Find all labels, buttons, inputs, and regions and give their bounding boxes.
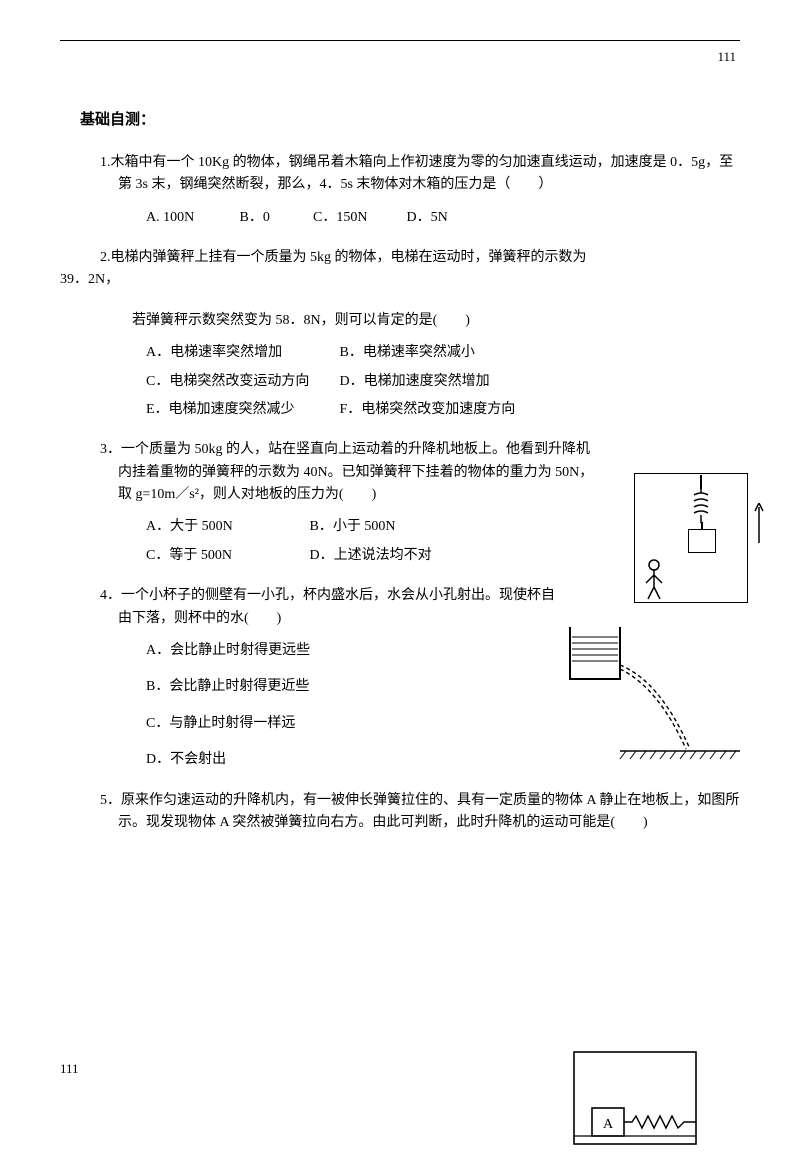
fig3-arrow-up-icon [754,503,764,543]
q1-num: 1. [100,155,111,170]
q3-opt-b: B．小于 500N [310,516,470,538]
problem-4: 4．一个小杯子的侧壁有一小孔，杯内盛水后，水会从小孔射出。现使杯自由下落，则杯中… [100,585,740,771]
q1-stem: 木箱中有一个 10Kg 的物体，钢绳吊着木箱向上作初速度为零的匀加速直线运动，加… [111,155,734,192]
page-number-top: 111 [60,47,740,68]
q4-opt-d: D．不会射出 [146,749,226,771]
q3-num: 3． [100,442,121,457]
q3-stem: 一个质量为 50kg 的人，站在竖直向上运动着的升降机地板上。他看到升降机内挂着… [118,442,593,502]
q2-opt-d: D．电梯加速度突然增加 [340,371,530,393]
q1-opt-d: D．5N [407,207,477,229]
q4-opt-a: A．会比静止时射得更远些 [146,640,310,662]
figure-q4-cup-jet [560,621,740,761]
q2-num: 2. [100,250,111,265]
q5-num: 5． [100,793,121,808]
q3-opt-a: A．大于 500N [146,516,306,538]
problem-2-options: A．电梯速率突然增加 B．电梯速率突然减小 C．电梯突然改变运动方向 D．电梯加… [146,342,740,421]
fig5-block-label: A [603,1117,614,1132]
q2-opt-f: F．电梯突然改变加速度方向 [340,399,530,421]
problem-5: 5．原来作匀速运动的升降机内，有一被伸长弹簧拉住的、具有一定质量的物体 A 静止… [100,790,740,835]
q2-opt-a: A．电梯速率突然增加 [146,342,336,364]
section-title: 基础自测： [80,108,740,132]
top-rule [60,40,740,41]
q2-opt-e: E．电梯加速度突然减少 [146,399,336,421]
q1-opt-a: A. 100N [146,207,236,229]
problem-2-stem-line1: 2.电梯内弹簧秤上挂有一个质量为 5kg 的物体，电梯在运动时，弹簧秤的示数为 [100,247,740,269]
q1-opt-b: B．0 [240,207,310,229]
problem-5-stem: 5．原来作匀速运动的升降机内，有一被伸长弹簧拉住的、具有一定质量的物体 A 静止… [118,790,740,835]
q2-stem-c: 若弹簧秤示数突然变为 58．8N，则可以肯定的是( ) [132,310,740,332]
fig3-spring-line [700,475,702,489]
problem-1-options: A. 100N B．0 C．150N D．5N [146,207,740,229]
q2-stem-a: 电梯内弹簧秤上挂有一个质量为 5kg 的物体，电梯在运动时，弹簧秤的示数为 [111,250,587,265]
q4-num: 4． [100,588,121,603]
q4-opt-b: B．会比静止时射得更近些 [146,676,309,698]
q3-opt-d: D．上述说法均不对 [310,545,470,567]
problem-1-stem: 1.木箱中有一个 10Kg 的物体，钢绳吊着木箱向上作初速度为零的匀加速直线运动… [118,152,740,197]
q2-stem-b: 39．2N， [60,269,740,291]
q4-opt-c: C．与静止时射得一样远 [146,713,295,735]
problem-3: 3．一个质量为 50kg 的人，站在竖直向上运动着的升降机地板上。他看到升降机内… [100,439,740,567]
page: 111 基础自测： 1.木箱中有一个 10Kg 的物体，钢绳吊着木箱向上作初速度… [0,0,800,1158]
page-number-bottom: 111 [60,1059,79,1080]
fig3-spring-icon [692,489,710,523]
figure-q5-elevator-spring: A [570,1048,700,1148]
q1-opt-c: C．150N [313,207,403,229]
q2-opt-c: C．电梯突然改变运动方向 [146,371,336,393]
q4-stem: 一个小杯子的侧壁有一小孔，杯内盛水后，水会从小孔射出。现使杯自由下落，则杯中的水… [118,588,555,625]
problem-2-body: 若弹簧秤示数突然变为 58．8N，则可以肯定的是( ) A．电梯速率突然增加 B… [100,310,740,422]
fig3-weight-box [688,529,716,553]
problem-1: 1.木箱中有一个 10Kg 的物体，钢绳吊着木箱向上作初速度为零的匀加速直线运动… [100,152,740,229]
q3-opt-c: C．等于 500N [146,545,306,567]
q5-stem: 原来作匀速运动的升降机内，有一被伸长弹簧拉住的、具有一定质量的物体 A 静止在地… [118,793,739,830]
q2-opt-b: B．电梯速率突然减小 [340,342,530,364]
